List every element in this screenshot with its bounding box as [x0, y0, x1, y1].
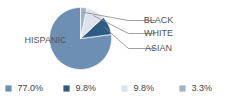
svg-text:HISPANIC: HISPANIC	[25, 35, 67, 45]
svg-text:ASIAN: ASIAN	[145, 43, 172, 53]
svg-text:BLACK: BLACK	[144, 15, 174, 25]
svg-text:WHITE: WHITE	[144, 28, 173, 38]
svg-text:9.8%: 9.8%	[76, 83, 97, 93]
svg-text:77.0%: 77.0%	[18, 83, 44, 93]
svg-text:9.8%: 9.8%	[134, 83, 155, 93]
svg-text:3.3%: 3.3%	[192, 83, 213, 93]
